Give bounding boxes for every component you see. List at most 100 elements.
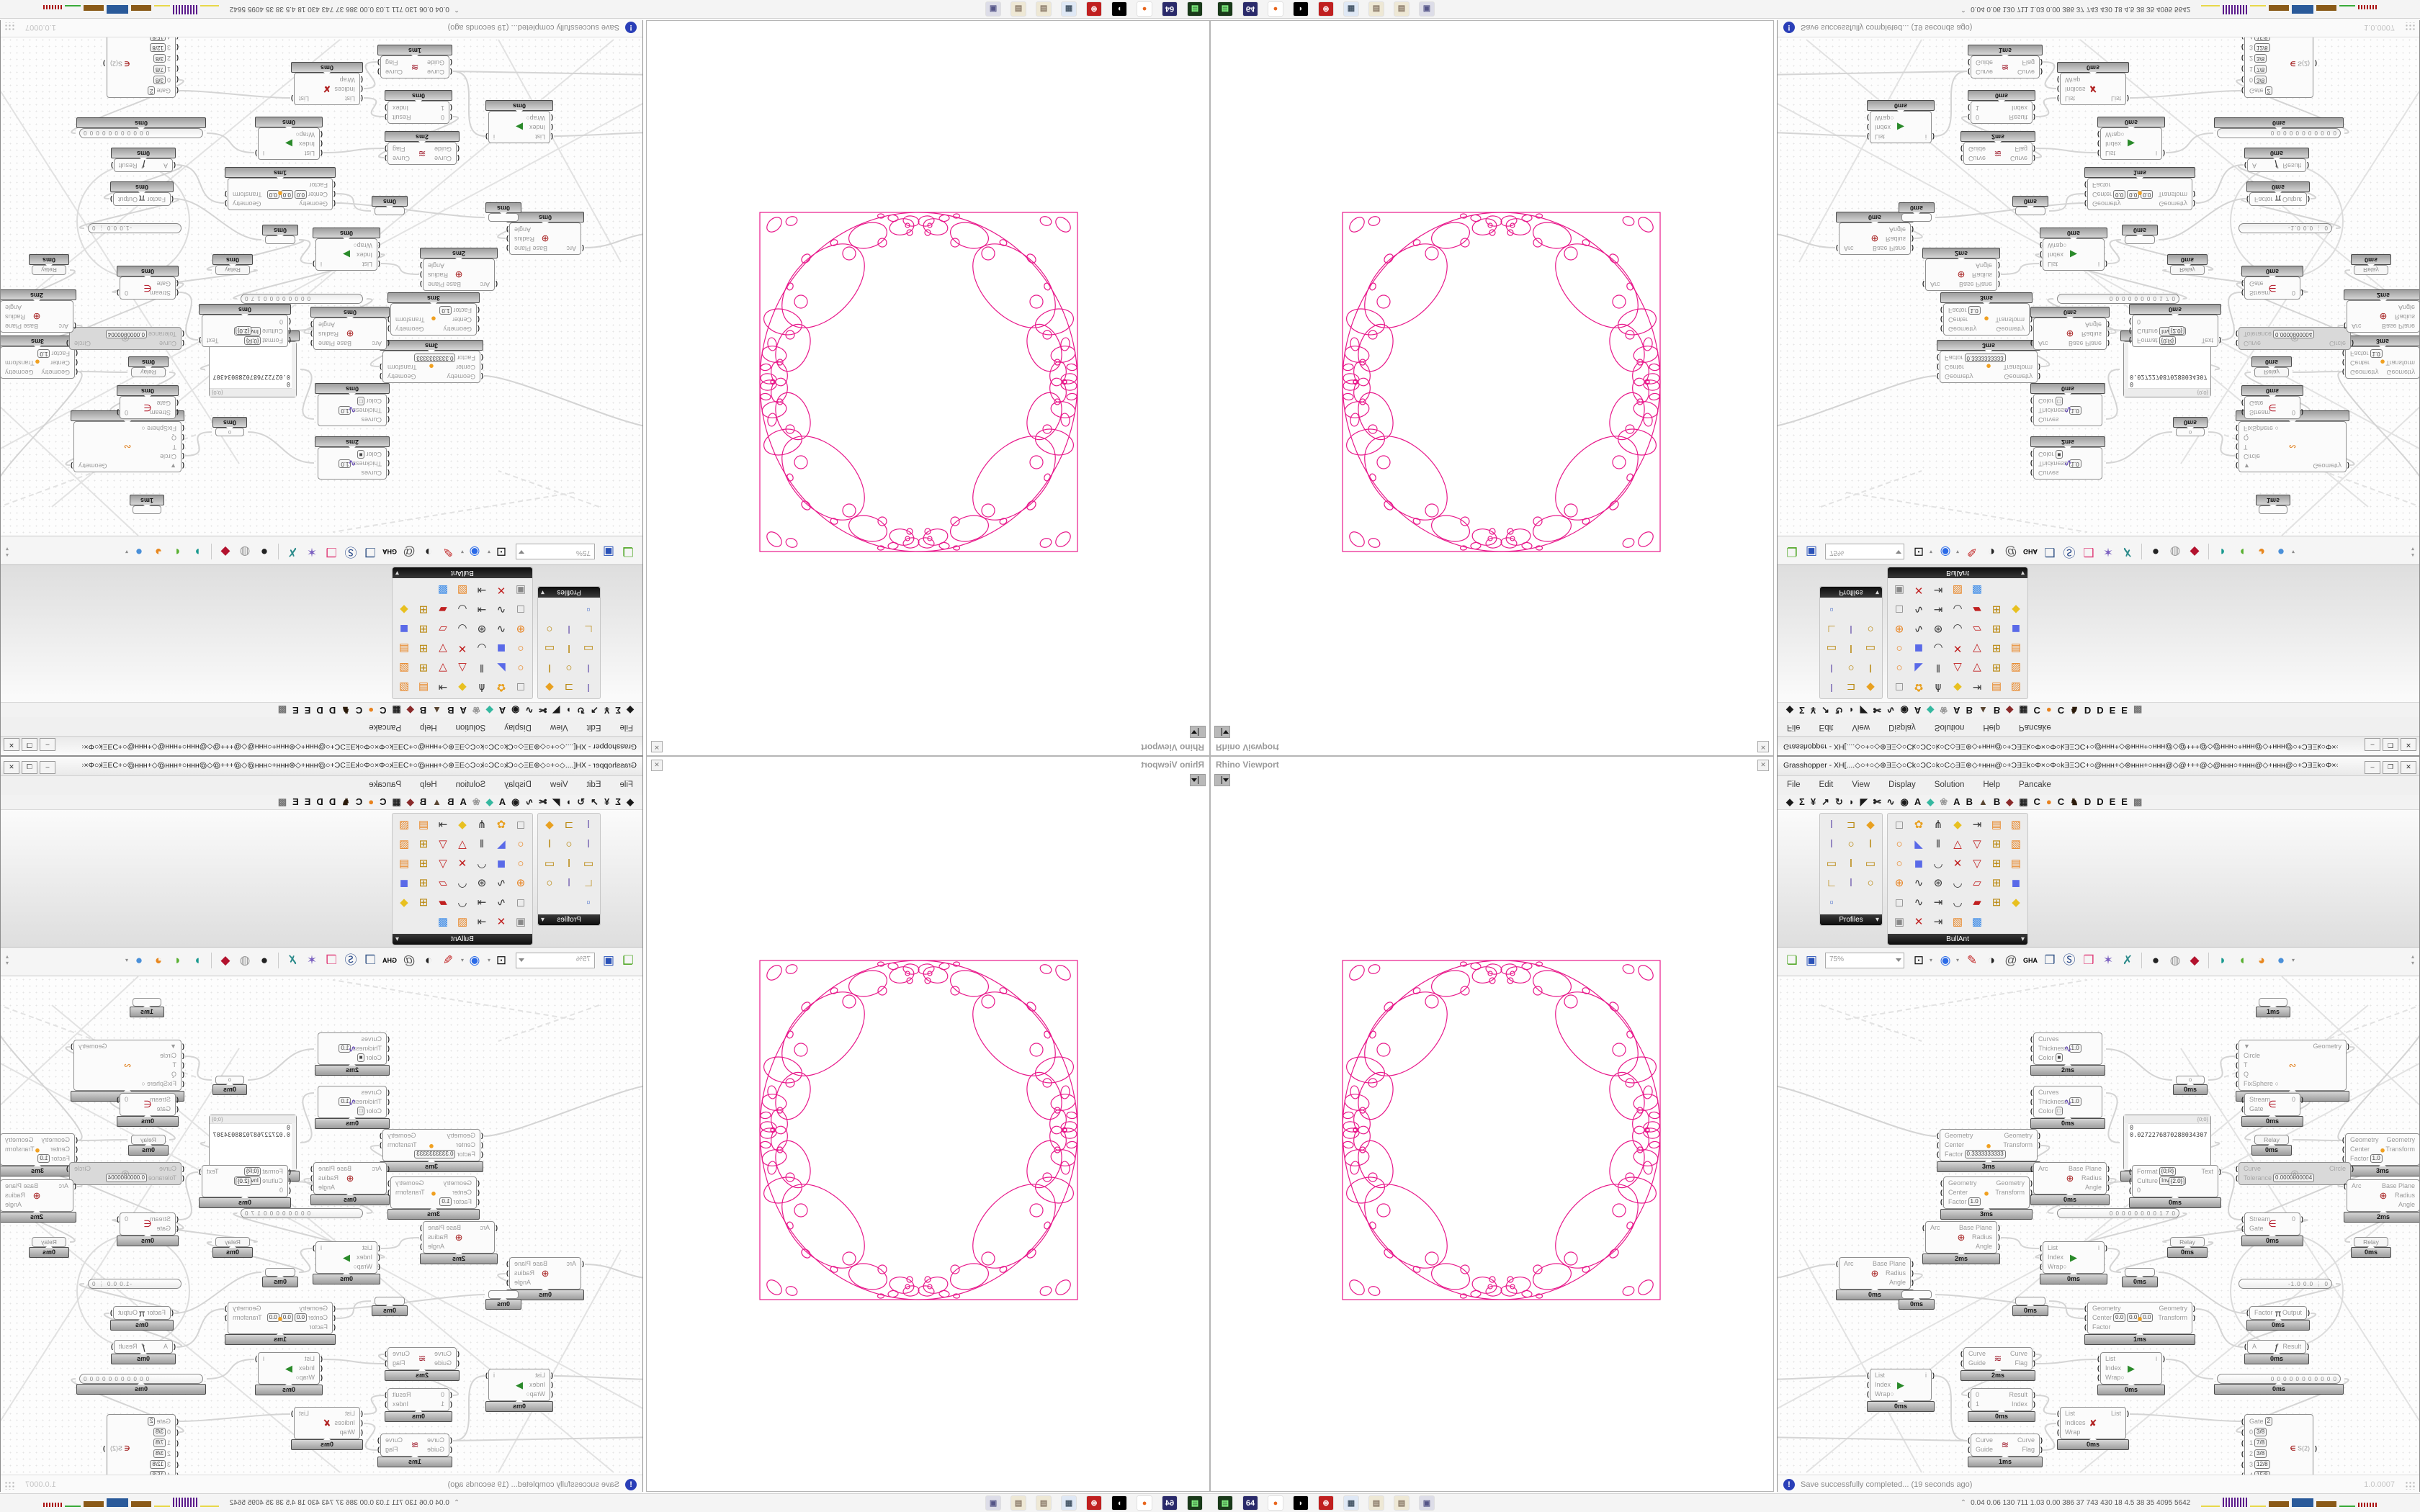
gh-node[interactable]: 1ms [2256,495,2290,514]
input-port[interactable]: Geometry [267,199,328,208]
zoom-extents-icon[interactable]: ⊡ [1913,953,1924,967]
component-icon[interactable]: ▰ [439,603,447,616]
plugin-tab-c[interactable]: C [380,796,387,807]
menu-item-file[interactable]: File [1787,780,1801,789]
component-icon[interactable]: ∿ [496,896,506,909]
gh-node[interactable]: CurveGuideCurveFlag≋2ms [385,1347,460,1381]
value-chip[interactable]: {0;R} [243,336,261,345]
output-port[interactable]: Radius [1873,1269,1914,1278]
notepad2-icon[interactable]: ▤ [1010,1,1026,17]
component-icon[interactable]: ⊞ [418,896,429,909]
gh-slider[interactable]: 0 0 0 0 0 0 0 0 0 0 0 0ms [2214,1374,2344,1395]
input-port[interactable]: Stream [150,1215,171,1224]
input-port[interactable]: Guide [434,1359,452,1368]
value-chip[interactable]: ○ [353,1263,357,1270]
input-port[interactable]: Factor0.3333333333 [414,353,475,362]
chevron-down-icon[interactable]: ▾ [487,957,490,963]
component-icon[interactable]: ◻ [516,896,526,909]
output-port[interactable]: Geometry [395,324,425,333]
input-port[interactable]: Factor [147,1308,166,1318]
close-icon[interactable]: ✕ [2401,738,2416,751]
output-port[interactable]: Angle [2382,1200,2415,1210]
input-port[interactable]: Circle [2244,451,2279,461]
gh-node[interactable]: CurveGuideCurveFlag≋1ms [377,45,452,78]
plugin-tab-e[interactable]: E [2121,796,2128,807]
component-icon[interactable]: ⊛ [1933,623,1943,635]
gh-node[interactable]: 01ResultIndex0ms [1968,1388,2035,1422]
output-port[interactable]: i [321,1243,322,1253]
component-icon[interactable]: ⊞ [418,642,429,654]
plugin-tab-icon[interactable]: ▦ [2019,705,2028,716]
output-port[interactable]: Geometry [2003,1131,2040,1140]
value-chip[interactable]: ○ [295,1374,300,1381]
input-port[interactable]: 415/8 [2249,37,2272,42]
component-icon[interactable]: Ⅰ [567,858,571,870]
output-port[interactable]: Flag [2017,58,2035,67]
input-port[interactable]: Curves [2038,468,2081,477]
output-port[interactable]: Result [119,161,138,170]
input-port[interactable]: A [2252,161,2257,170]
input-port[interactable]: Wrap○ [353,1262,372,1272]
input-port[interactable]: Thickness1.0 [339,1044,382,1053]
blob-teal-icon[interactable]: ◗ [2218,545,2227,559]
notepad-icon[interactable]: ▤ [1368,1495,1384,1511]
value-chip[interactable]: □ [2055,397,2063,405]
output-port[interactable]: Result [2282,161,2301,170]
input-port[interactable]: Index [295,1364,315,1373]
category-tab-icon[interactable]: ↻ [577,796,586,807]
input-port[interactable]: Arc [1836,1259,1853,1269]
value-chip[interactable]: 1.0 [439,306,452,315]
gh-node[interactable]: CurveGuideCurveFlag≋2ms [1960,1347,2035,1381]
input-port[interactable]: Center0.00.00.0 [2092,189,2154,199]
plugin-tab-c[interactable]: C [2033,796,2040,807]
value-chip[interactable]: 3/8 [2254,76,2267,84]
printer-icon[interactable]: ▣ [985,1495,1001,1511]
input-port[interactable]: Wrap○ [1867,1390,1894,1399]
component-icon[interactable]: ▽ [439,642,447,654]
plugin-tab-icon[interactable]: ▲ [1978,705,1988,716]
drive-utility-icon[interactable]: ▤ [1217,1,1233,17]
category-tab-icon[interactable]: ◤ [1860,705,1868,716]
category-tab-icon[interactable]: Σ [1799,705,1805,716]
gh-node[interactable]: CurveGuideCurveFlag≋1ms [377,1434,452,1467]
plugin-tab-icon[interactable]: ◆ [2006,796,2014,807]
gh-slider[interactable]: -1.0 0.0 ⋮ 0 [88,1279,182,1289]
ribbon-group-label[interactable]: Profiles ▾ [1820,914,1882,925]
gh-node[interactable]: 0ms [262,1268,298,1287]
output-port[interactable]: Transform [387,1140,417,1150]
input-port[interactable]: Gate [2249,398,2270,408]
ribbon-scroll-icon[interactable]: ▴ ▾ [6,546,9,559]
output-port[interactable]: Curve [2017,1436,2043,1445]
output-port[interactable]: Curve [2010,1349,2035,1359]
input-port[interactable]: Geometry [2092,199,2153,208]
component-icon[interactable]: Ⅰ [586,819,591,831]
input-port[interactable]: Format{0;R} [2137,336,2186,345]
input-port[interactable]: Indices [2057,1418,2085,1428]
blob-green-icon[interactable]: ◖ [174,953,182,967]
menu-item-pancake[interactable]: Pancake [2019,780,2051,789]
input-port[interactable]: Arc [480,279,490,289]
value-chip[interactable]: 0.0 [2127,1313,2140,1322]
gh-node[interactable]: GeometryCenterFactor1.0GeometryTransform… [1,1133,78,1176]
input-port[interactable]: Q [2244,433,2279,442]
gh-node[interactable]: o 0ms [2173,1076,2208,1095]
component-icon[interactable]: ○ [517,662,524,674]
output-port[interactable]: Transform [1995,315,2025,324]
component-icon[interactable]: ∟ [583,623,594,635]
finder-icon[interactable]: Ⓢ [344,953,357,967]
input-port[interactable]: Factor0.3333333333 [1945,353,2006,362]
gh-slider[interactable]: -1.0 0.0 ⋮ 0 [88,223,182,233]
value-chip[interactable]: 1.0 [2069,1097,2081,1106]
output-port[interactable]: Geometry [387,372,417,381]
category-tab-icon[interactable]: ∿ [525,705,534,716]
input-port[interactable]: 23/8 [2241,1449,2272,1459]
component-icon[interactable]: ⋔ [477,819,487,831]
blob-orange-icon[interactable]: ◕ [2257,953,2266,967]
component-icon[interactable]: ▭ [1865,642,1876,654]
ribbon-group-label[interactable]: BullAnt ▾ [393,567,532,578]
input-port[interactable]: Format{0;R} [234,336,283,345]
output-port[interactable]: i [2098,1243,2107,1253]
component-icon[interactable]: ▱ [1973,623,1981,635]
